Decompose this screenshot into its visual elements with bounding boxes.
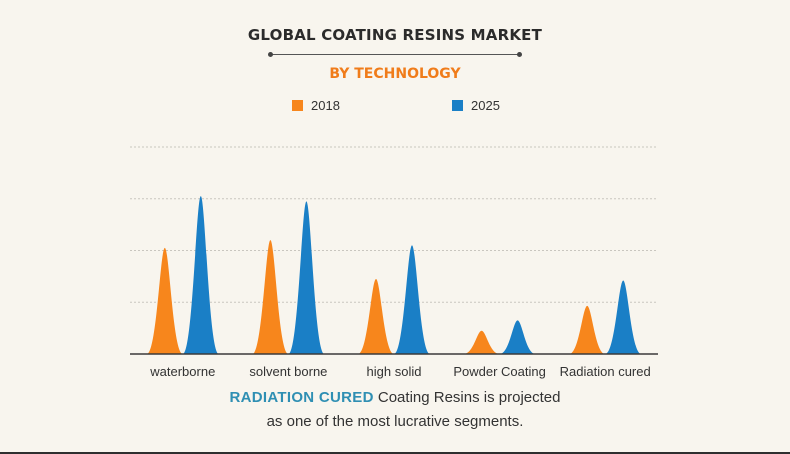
category-label: solvent borne bbox=[249, 364, 327, 379]
peak-2025-radiation-cured bbox=[605, 280, 642, 354]
legend-item-2025: 2025 bbox=[452, 98, 500, 113]
legend-item-2018: 2018 bbox=[292, 98, 340, 113]
peak-2025-high-solid bbox=[394, 245, 430, 354]
peak-2025-powder-coating bbox=[499, 320, 536, 354]
footer-text: RADIATION CURED Coating Resins is projec… bbox=[0, 386, 790, 434]
legend-label-2018: 2018 bbox=[311, 98, 340, 113]
legend-label-2025: 2025 bbox=[471, 98, 500, 113]
peak-2025-solvent-borne bbox=[288, 201, 325, 354]
bottom-border bbox=[0, 452, 790, 454]
footer-line-1-rest: Coating Resins is projected bbox=[373, 389, 561, 406]
footer-line-1: RADIATION CURED Coating Resins is projec… bbox=[0, 386, 790, 410]
peak-2018-powder-coating bbox=[463, 330, 500, 354]
title-underline bbox=[268, 52, 522, 57]
category-label: waterborne bbox=[149, 364, 215, 379]
category-label: Powder Coating bbox=[453, 364, 546, 379]
underline-dot-left bbox=[268, 52, 273, 57]
peak-2025-waterborne bbox=[182, 196, 219, 354]
chart-subtitle: BY TECHNOLOGY bbox=[329, 66, 461, 82]
category-label: high solid bbox=[367, 364, 422, 379]
legend-swatch-2025 bbox=[452, 100, 463, 111]
underline-dot-right bbox=[517, 52, 522, 57]
legend-swatch-2018 bbox=[292, 100, 303, 111]
peak-2018-high-solid bbox=[358, 278, 394, 354]
peak-2018-waterborne bbox=[146, 247, 183, 354]
footer-line-2: as one of the most lucrative segments. bbox=[266, 413, 524, 430]
category-label: Radiation cured bbox=[560, 364, 651, 379]
peak-2018-radiation-cured bbox=[569, 305, 606, 354]
footer-highlight: RADIATION CURED bbox=[229, 389, 374, 406]
chart-title: GLOBAL COATING RESINS MARKET bbox=[247, 26, 543, 44]
peak-2018-solvent-borne bbox=[252, 240, 289, 354]
